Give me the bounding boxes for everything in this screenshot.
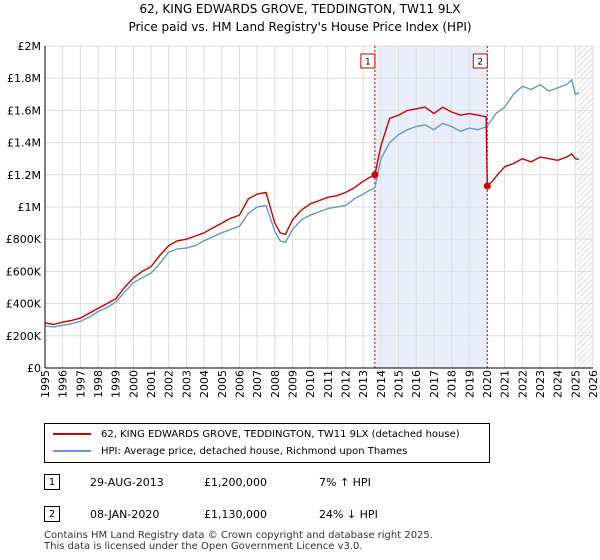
transaction-row-2: 2 08-JAN-2020 £1,130,000 24% ↓ HPI [44,505,564,525]
x-tick-label: 2006 [233,370,246,398]
y-tick-label: £600K [6,265,42,278]
transaction-label-box [472,53,488,69]
attribution-line-1: Contains HM Land Registry data © Crown c… [44,530,433,541]
x-tick-label: 2008 [269,370,282,398]
y-tick-label: £1.8M [7,72,41,85]
attribution-footer: Contains HM Land Registry data © Crown c… [44,530,584,552]
x-tick-label: 2022 [516,370,529,398]
x-tick-label: 2020 [481,370,494,398]
y-tick-label: £400K [6,298,42,311]
y-tick-label: £2M [18,40,42,53]
transaction-date: 08-JAN-2020 [90,508,160,521]
transaction-number-badge: 1 [44,474,60,490]
transaction-point [371,171,379,179]
y-tick-label: £1M [18,201,42,214]
x-tick-label: 2007 [251,370,264,398]
legend-swatch-hpi [53,450,91,452]
x-tick-label: 1998 [92,370,105,398]
transaction-date: 29-AUG-2013 [90,476,164,489]
chart-gridlines [44,45,594,369]
x-tick-label: 2001 [145,370,158,398]
x-tick-label: 2011 [322,370,335,398]
transaction-label-box [360,53,376,69]
x-tick-label: 1995 [39,370,52,398]
legend-item-hpi: HPI: Average price, detached house, Rich… [53,444,407,460]
x-tick-label: 1996 [57,370,70,398]
transaction-hpi-diff: 7% ↑ HPI [319,476,371,489]
x-tick-label: 2016 [410,370,423,398]
x-tick-label: 1997 [74,370,87,398]
chart-legend: 62, KING EDWARDS GROVE, TEDDINGTON, TW11… [44,423,490,463]
x-tick-label: 2012 [340,370,353,398]
x-tick-label: 2021 [499,370,512,398]
transaction-price: £1,200,000 [204,476,267,489]
x-tick-label: 2015 [393,370,406,398]
y-tick-label: £800K [6,233,42,246]
x-tick-label: 2017 [428,370,441,398]
x-tick-label: 2002 [163,370,176,398]
chart-title: 62, KING EDWARDS GROVE, TEDDINGTON, TW11… [140,2,461,16]
x-tick-label: 2000 [127,370,140,398]
x-tick-label: 2024 [552,370,565,398]
y-tick-label: £0 [27,362,41,375]
attribution-line-2: This data is licensed under the Open Gov… [44,541,363,552]
x-tick-label: 2026 [587,370,600,398]
transaction-label: 2 [477,58,483,68]
transaction-row-1: 1 29-AUG-2013 £1,200,000 7% ↑ HPI [44,473,564,493]
y-tick-label: £1.4M [7,137,41,150]
x-tick-label: 2010 [304,370,317,398]
transaction-price: £1,130,000 [204,508,267,521]
x-tick-label: 1999 [110,370,123,398]
x-tick-label: 2014 [375,370,388,398]
chart-series [44,79,580,328]
y-tick-label: £1.6M [7,104,41,117]
y-tick-label: £200K [6,330,42,343]
x-tick-label: 2013 [357,370,370,398]
legend-label-property: 62, KING EDWARDS GROVE, TEDDINGTON, TW11… [101,429,460,440]
x-tick-label: 2003 [180,370,193,398]
transaction-point [483,182,491,190]
transaction-vertical-lines [374,46,488,368]
y-tick-label: £1.2M [7,169,41,182]
x-tick-label: 2023 [534,370,547,398]
x-tick-label: 2004 [198,370,211,398]
transaction-hpi-diff: 24% ↓ HPI [319,508,378,521]
x-tick-label: 2018 [446,370,459,398]
x-tick-label: 2009 [286,370,299,398]
legend-swatch-property [53,433,91,435]
transaction-number-badge: 2 [44,506,60,522]
hpi-line [44,79,580,328]
property-price-line [44,106,580,326]
legend-label-hpi: HPI: Average price, detached house, Rich… [101,446,408,457]
chart-subtitle: Price paid vs. HM Land Registry's House … [128,20,471,34]
chart-axes: £0 £200K £400K £600K £800K £1M £1.2M £1.4M £1.6M… [6,40,600,398]
legend-item-property: 62, KING EDWARDS GROVE, TEDDINGTON, TW11… [53,427,460,443]
x-tick-label: 2005 [216,370,229,398]
transaction-label: 1 [365,58,371,68]
x-tick-label: 2025 [569,370,582,398]
x-tick-label: 2019 [463,370,476,398]
